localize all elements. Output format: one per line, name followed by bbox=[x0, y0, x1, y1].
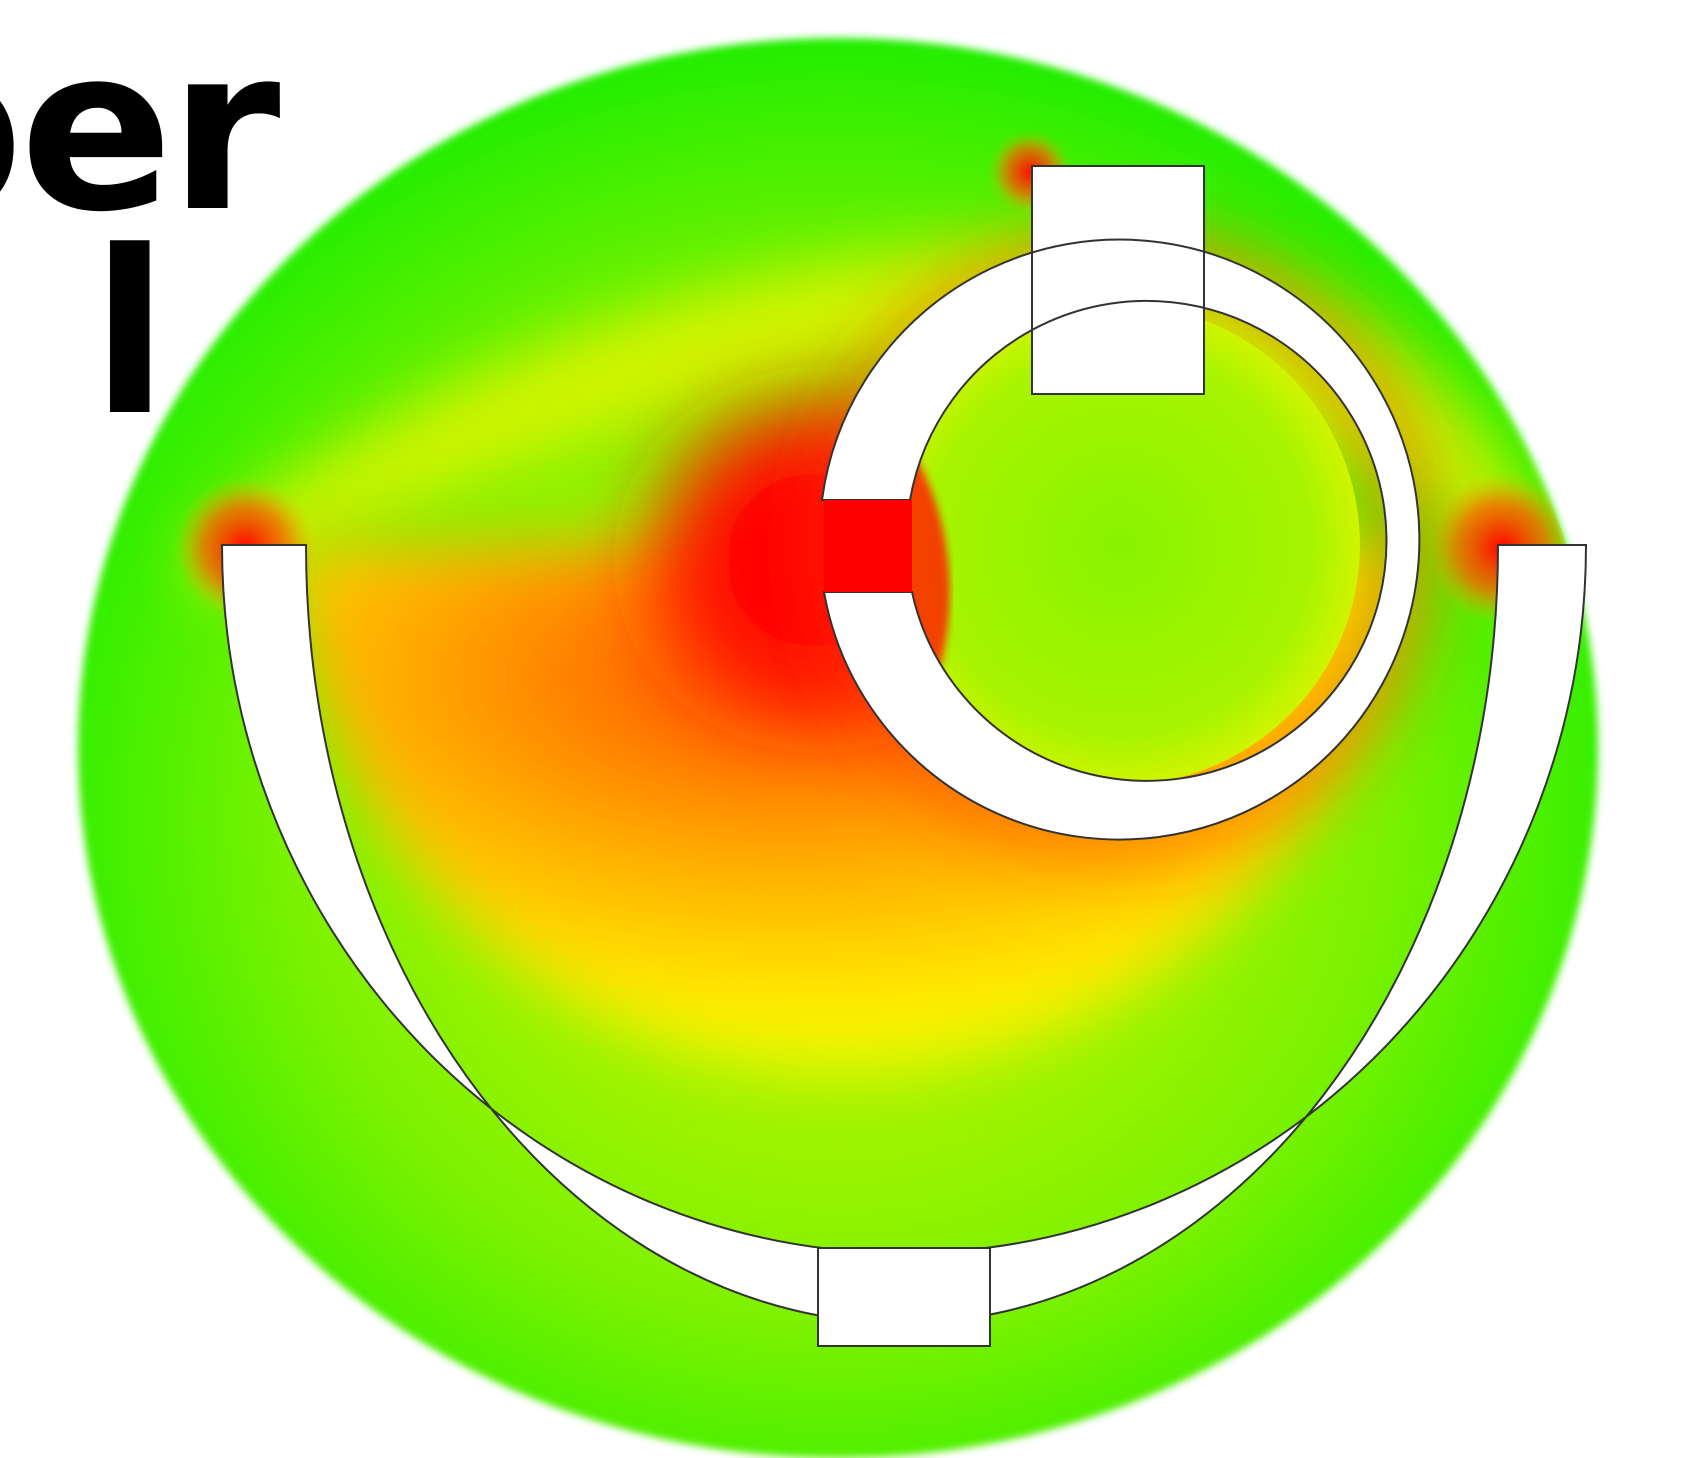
inner-ring-core bbox=[880, 305, 1360, 785]
heading-line-2: l bbox=[91, 203, 168, 466]
bottom-tab-conductor bbox=[817, 1247, 991, 1347]
heading-line-1: per bbox=[0, 0, 281, 262]
inner-ring-conductor bbox=[820, 238, 1421, 841]
outer-arc-conductor bbox=[220, 544, 1588, 1325]
ring-gap-field bbox=[824, 500, 912, 592]
